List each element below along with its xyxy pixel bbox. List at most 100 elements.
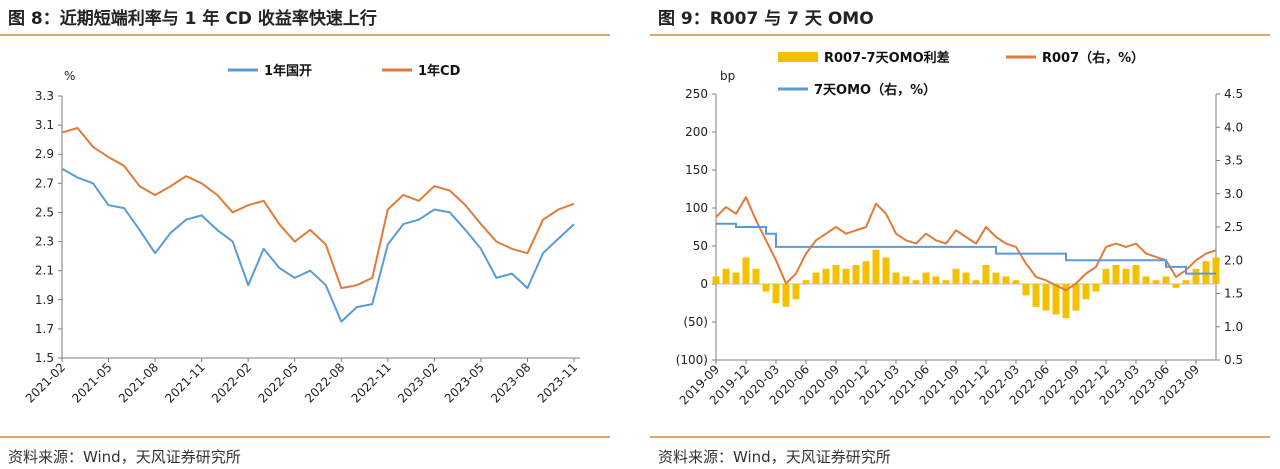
spread-bar [812, 272, 820, 284]
title-divider [650, 34, 1270, 36]
spread-bar [742, 257, 750, 284]
source-note: 资料来源：Wind，天风证券研究所 [8, 448, 241, 466]
chart-title: 图 8：近期短端利率与 1 年 CD 收益率快速上行 [8, 9, 377, 29]
y-tick-label: 2.7 [35, 176, 54, 190]
spread-bar [732, 272, 740, 284]
right-y-tick-label: 4.5 [1224, 87, 1243, 101]
right-y-tick-label: 1.0 [1224, 320, 1243, 334]
spread-bar [902, 276, 910, 284]
spread-bar [1092, 284, 1100, 292]
legend-label: R007-7天OMO利差 [824, 50, 950, 66]
spread-bar [1162, 276, 1170, 284]
spread-bar [1032, 284, 1040, 307]
source-divider [650, 436, 1270, 438]
spread-bar [782, 284, 790, 307]
spread-bar [1002, 276, 1010, 284]
spread-bar [842, 268, 850, 284]
right-y-tick-label: 2.5 [1224, 220, 1243, 234]
spread-bar [962, 272, 970, 284]
right-y-tick-label: 2.0 [1224, 253, 1243, 267]
spread-bar [862, 261, 870, 284]
left-y-tick-label: 100 [685, 201, 708, 215]
title-divider [0, 34, 610, 36]
spread-bar [722, 268, 730, 284]
x-tick-label: 2022-11 [349, 360, 394, 405]
right-chart-panel: 图 9：R007 与 7 天 OMO bp 250 200 150 100 50 0 (50)… [650, 0, 1280, 469]
spread-bar [1062, 284, 1070, 319]
spread-bar [1022, 284, 1030, 296]
spread-bar [912, 280, 920, 284]
y-tick-label: 1.5 [35, 351, 54, 365]
spread-bar [1082, 284, 1090, 300]
source-divider [0, 436, 610, 438]
spread-bar [1102, 268, 1110, 284]
spread-bar [922, 272, 930, 284]
series-line [61, 127, 575, 290]
spread-bar [712, 276, 720, 284]
y-tick-label: 1.9 [35, 293, 54, 307]
right-y-tick-label: 3.0 [1224, 187, 1243, 201]
legend-label: 7天OMO（右，%） [814, 82, 936, 98]
x-tick-label: 2021-11 [162, 360, 207, 405]
x-tick-label: 2023-08 [488, 360, 533, 405]
left-y-tick-label: 200 [685, 125, 708, 139]
x-tick-label: 2023-05 [442, 360, 487, 405]
spread-bar [1152, 280, 1160, 284]
spread-bar [1182, 280, 1190, 284]
spread-bar [1072, 284, 1080, 311]
spread-bar [872, 249, 880, 284]
left-y-tick-label: 150 [685, 163, 708, 177]
legend-label: R007（右，%） [1042, 50, 1144, 66]
legend-swatch [778, 52, 818, 62]
right-y-tick-label: 1.5 [1224, 287, 1243, 301]
y-tick-label: 1.7 [35, 322, 54, 336]
y-axis-unit: % [64, 69, 75, 83]
spread-bar [892, 272, 900, 284]
x-tick-label: 2022-05 [255, 360, 300, 405]
x-tick-label: 2021-05 [69, 360, 114, 405]
spread-bar [802, 280, 810, 284]
r007-line [715, 196, 1217, 292]
spread-bar [1122, 268, 1130, 284]
spread-bar [1172, 284, 1180, 288]
x-tick-label: 2022-08 [302, 360, 347, 405]
spread-bar [852, 265, 860, 284]
y-axis-unit: bp [720, 69, 735, 83]
spread-bar [832, 265, 840, 284]
series-line [61, 167, 575, 323]
x-tick-label: 2021-02 [23, 360, 68, 405]
left-y-tick-label: 50 [693, 239, 708, 253]
spread-bar [1012, 280, 1020, 284]
source-note: 资料来源：Wind，天风证券研究所 [658, 448, 891, 466]
spread-bar [992, 272, 1000, 284]
spread-bar [752, 268, 760, 284]
spread-bar [1142, 276, 1150, 284]
y-tick-label: 2.5 [35, 205, 54, 219]
spread-bar [1212, 257, 1220, 284]
spread-bar [1042, 284, 1050, 311]
spread-bar [1192, 268, 1200, 284]
spread-bar [982, 265, 990, 284]
spread-bar [762, 284, 770, 292]
y-tick-label: 2.1 [35, 264, 54, 278]
left-chart-panel: 图 8：近期短端利率与 1 年 CD 收益率快速上行 % 3.3 3.1 2.9 2.7… [0, 0, 620, 469]
spread-bar [792, 284, 800, 300]
left-y-tick-label: (100) [676, 353, 708, 367]
spread-bar [1132, 265, 1140, 284]
y-tick-label: 3.3 [35, 89, 54, 103]
legend-label: 1年国开 [264, 63, 312, 79]
y-tick-label: 2.3 [35, 235, 54, 249]
spread-bar [822, 268, 830, 284]
left-y-tick-label: 0 [700, 277, 708, 291]
right-y-tick-label: 3.5 [1224, 154, 1243, 168]
x-tick-label: 2023-02 [395, 360, 440, 405]
spread-bar [772, 284, 780, 303]
left-y-tick-label: 250 [685, 87, 708, 101]
spread-bar [972, 280, 980, 284]
spread-bar [942, 280, 950, 284]
y-tick-label: 3.1 [35, 118, 54, 132]
right-y-tick-label: 4.0 [1224, 120, 1243, 134]
chart-2-svg: bp 250 200 150 100 50 0 (50) (100) 4.5 4.0 3.5 3.0 2.… [676, 50, 1243, 408]
legend-label: 1年CD [418, 63, 461, 79]
